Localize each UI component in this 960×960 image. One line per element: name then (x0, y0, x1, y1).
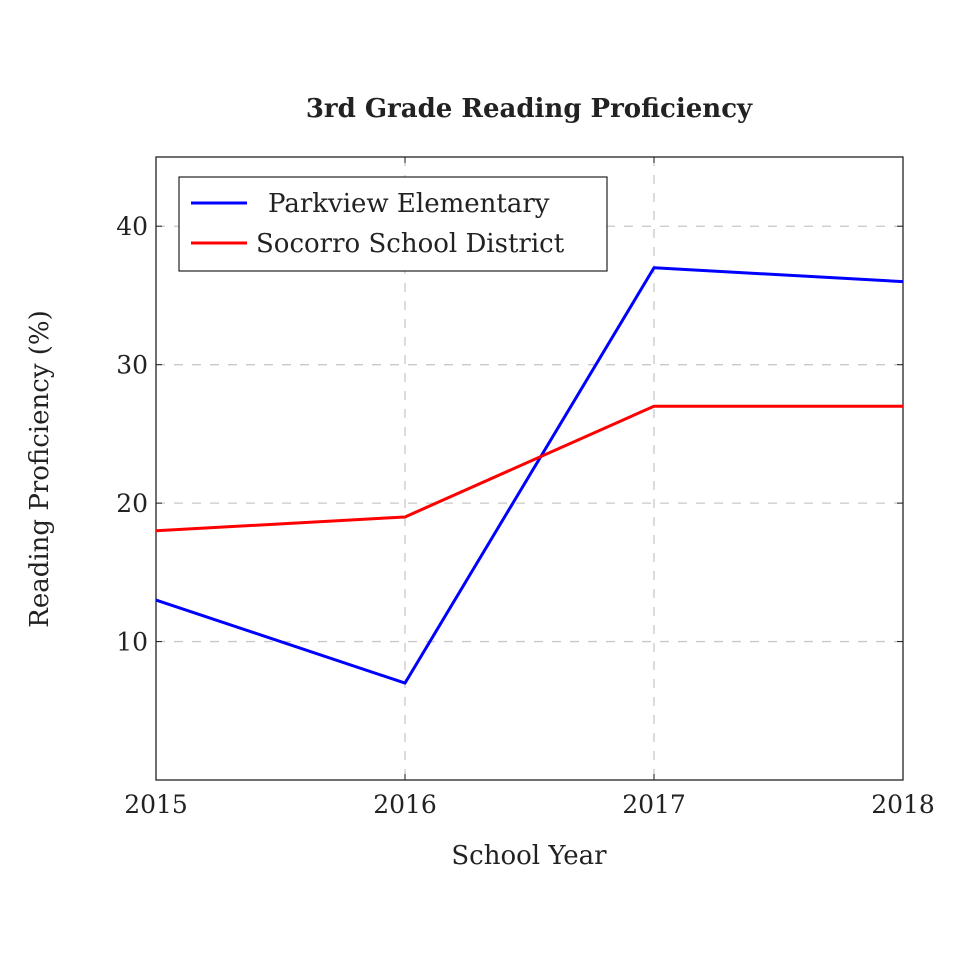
legend-label: Parkview Elementary (268, 189, 550, 219)
series-line-parkview-elementary (155, 266, 904, 685)
legend-label: Socorro School District (256, 229, 565, 259)
legend-box (178, 176, 608, 272)
x-tick-label: 2017 (622, 790, 686, 819)
y-axis-label: Reading Proficiency (%) (25, 310, 55, 628)
grid (156, 157, 903, 780)
x-tick-label: 2015 (124, 790, 188, 819)
y-tick-label: 10 (116, 628, 148, 657)
y-tick-label: 30 (116, 351, 148, 380)
legend: Parkview Elementary Socorro School Distri… (178, 176, 608, 272)
y-tick-label: 40 (116, 212, 148, 241)
plot-frame (155, 156, 904, 781)
x-tick-label: 2018 (871, 790, 935, 819)
x-tick-label: 2016 (373, 790, 437, 819)
axis-ticks: 2015 2016 2017 2018 10 20 30 40 (116, 157, 935, 819)
y-tick-label: 20 (116, 489, 148, 518)
series-line-socorro-school-district (155, 404, 903, 533)
chart-title: 3rd Grade Reading Proficiency (306, 94, 753, 124)
series-lines (155, 266, 904, 685)
x-axis-label: School Year (451, 841, 607, 871)
